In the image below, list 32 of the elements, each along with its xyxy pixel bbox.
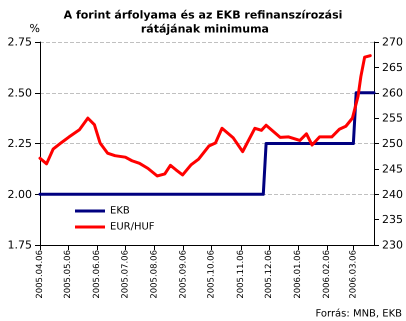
x-tick-label: 2005.07.06	[120, 250, 130, 299]
x-tick-label: 2005.12.06	[264, 250, 274, 299]
x-tick-label: 2006.01.06	[293, 250, 304, 299]
y2-tick-label: 235	[382, 213, 404, 226]
x-tick-label: 2005.09.06	[178, 250, 189, 299]
y-tick-label: 2.50	[8, 86, 32, 100]
x-tick-label: 2006.02.06	[322, 250, 332, 299]
y2-tick-label: 260	[382, 86, 404, 100]
y2-tick-label: 270	[382, 36, 404, 48]
y2-tick-label: 240	[382, 188, 404, 201]
y-tick-label: 2.25	[8, 137, 32, 150]
y2-tick-label: 245	[382, 162, 404, 176]
y2-tick-label: 265	[382, 60, 404, 74]
chart-title: A forint árfolyama és az EKB refinanszírozási rátájának minimuma	[64, 8, 342, 36]
text: Forrás: MNB, EKB	[315, 308, 402, 320]
y2-tick-label: 250	[382, 137, 404, 150]
legend-label: EKB	[110, 206, 130, 216]
y-tick-label: 1.75	[8, 238, 32, 252]
x-tick-label: 2005.08.06	[149, 250, 160, 299]
y2-tick-label: 255	[382, 112, 404, 125]
x-tick-label: 2005.04.06	[35, 250, 45, 299]
line-series	[38, 54, 372, 178]
x-tick-label: 2005.10.06	[206, 250, 217, 299]
y-tick-label: 2.00	[8, 188, 32, 201]
x-tick-label: 2005.11.06	[236, 250, 246, 299]
x-tick-label: 2006.03.06	[348, 250, 358, 299]
legend-label: EUR/HUF	[110, 222, 155, 232]
y-axis-title: %	[30, 22, 40, 35]
y-tick-label: 2.75	[8, 36, 32, 48]
x-tick-label: 2005.06.06	[92, 250, 102, 299]
y2-tick-label: 230	[382, 238, 404, 252]
x-tick-label: 2005.05.06	[63, 250, 74, 299]
